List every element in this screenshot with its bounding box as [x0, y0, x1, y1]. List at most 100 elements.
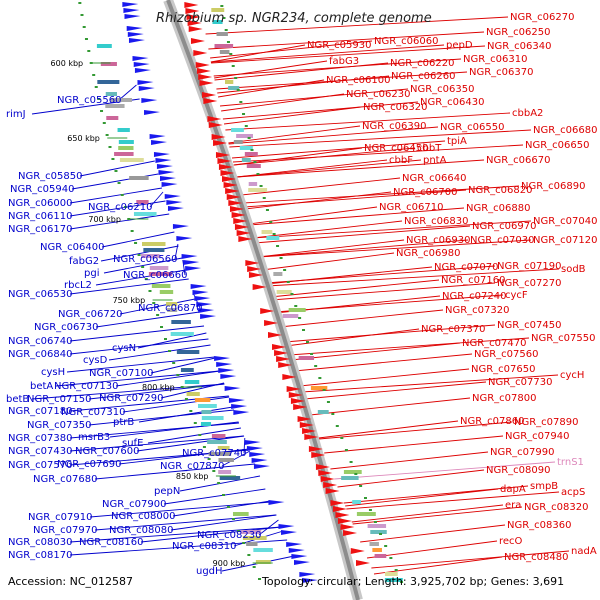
gene-label-right[interactable]: smpB — [530, 481, 558, 492]
gene-label-left[interactable]: betB — [6, 394, 29, 405]
gene-label-right[interactable]: NGR_c06930 — [406, 235, 471, 246]
gene-label-left[interactable]: NGR_c07350 — [27, 420, 92, 431]
gene-label-right[interactable]: NGR_c07370 — [421, 324, 486, 335]
gene-label-left[interactable]: rimJ — [6, 109, 26, 120]
gene-label-right[interactable]: NGR_c06270 — [510, 12, 575, 23]
gene-label-left[interactable]: NGR_c07310 — [61, 407, 126, 418]
gene-label-left[interactable]: NGR_c08080 — [109, 525, 174, 536]
gene-label-right[interactable]: NGR_c06340 — [487, 41, 552, 52]
gene-label-right[interactable]: NGR_c06450 — [364, 143, 429, 154]
gene-label-left[interactable]: NGR_c07900 — [102, 499, 167, 510]
gene-label-right[interactable]: NGR_c06250 — [486, 27, 551, 38]
gene-label-right[interactable]: NGR_c07160 — [441, 275, 506, 286]
gene-label-right[interactable]: NGR_c07120 — [533, 235, 598, 246]
gene-label-right[interactable]: fabG3 — [329, 56, 359, 67]
gene-label-left[interactable]: NGR_c06170 — [8, 224, 73, 235]
gene-label-right[interactable]: NGR_c07890 — [514, 417, 579, 428]
gene-label-left[interactable]: NGR_c07680 — [33, 474, 98, 485]
gene-label-right[interactable]: NGR_c06230 — [346, 89, 411, 100]
gene-label-right[interactable]: acpS — [561, 487, 585, 498]
gene-label-right[interactable]: NGR_c06830 — [404, 216, 469, 227]
gene-label-left[interactable]: NGR_c06740 — [8, 336, 73, 347]
gene-label-right[interactable]: NGR_c07940 — [505, 431, 570, 442]
gene-label-left[interactable]: NGR_c05940 — [10, 184, 75, 195]
gene-label-right[interactable]: NGR_c07040 — [533, 216, 598, 227]
gene-label-right[interactable]: NGR_c06710 — [379, 202, 444, 213]
gene-label-left[interactable]: rbcL2 — [64, 280, 92, 291]
gene-label-left[interactable]: fabG2 — [69, 256, 99, 267]
gene-label-right[interactable]: NGR_c06060 — [374, 36, 439, 47]
gene-label-right[interactable]: NGR_c06550 — [440, 122, 505, 133]
gene-label-right[interactable]: cycH — [560, 370, 584, 381]
gene-label-right[interactable]: NGR_c07730 — [488, 377, 553, 388]
gene-label-right[interactable]: nadA — [571, 546, 597, 557]
gene-label-right[interactable]: NGR_c07450 — [497, 320, 562, 331]
gene-label-left[interactable]: betA — [30, 381, 53, 392]
gene-label-left[interactable]: NGR_c07430 — [8, 446, 73, 457]
gene-label-right[interactable]: pepD — [446, 40, 473, 51]
gene-label-left[interactable]: NGR_c07150 — [27, 394, 92, 405]
gene-label-right[interactable]: NGR_c06320 — [363, 102, 428, 113]
gene-label-left[interactable]: NGR_c06660 — [123, 270, 188, 281]
gene-label-left[interactable]: NGR_c06730 — [34, 322, 99, 333]
gene-label-left[interactable]: NGR_c07100 — [89, 368, 154, 379]
gene-label-right[interactable]: NGR_c08480 — [504, 552, 569, 563]
gene-label-right[interactable]: NGR_c07860 — [460, 416, 525, 427]
gene-label-left[interactable]: NGR_c06560 — [113, 254, 178, 265]
gene-label-right[interactable]: NGR_c07800 — [472, 393, 537, 404]
gene-label-left[interactable]: NGR_c08230 — [197, 530, 262, 541]
gene-label-right[interactable]: NGR_c06980 — [396, 248, 461, 259]
gene-label-right[interactable]: NGR_c06820 — [468, 185, 533, 196]
gene-label-left[interactable]: NGR_c06210 — [88, 202, 153, 213]
gene-label-right[interactable]: NGR_c08320 — [524, 502, 589, 513]
gene-label-right[interactable]: era — [505, 500, 521, 511]
gene-label-left[interactable]: NGR_c05850 — [18, 171, 83, 182]
gene-label-left[interactable]: cysN — [112, 343, 136, 354]
gene-label-left[interactable]: NGR_c07690 — [57, 459, 122, 470]
gene-label-right[interactable]: NGR_c08360 — [507, 520, 572, 531]
gene-label-left[interactable]: NGR_c06400 — [40, 242, 105, 253]
gene-label-right[interactable]: NGR_c06370 — [469, 67, 534, 78]
gene-label-right[interactable]: cbbF — [389, 155, 413, 166]
gene-label-left[interactable]: NGR_c08170 — [8, 550, 73, 561]
gene-label-right[interactable]: NGR_c06100 — [326, 75, 391, 86]
gene-label-right[interactable]: NGR_c06970 — [472, 221, 537, 232]
gene-label-left[interactable]: NGR_c08000 — [111, 511, 176, 522]
gene-label-left[interactable]: NGR_c08310 — [172, 541, 237, 552]
gene-label-right[interactable]: NGR_c07550 — [531, 333, 596, 344]
gene-label-left[interactable]: NGR_c07970 — [33, 525, 98, 536]
gene-label-right[interactable]: NGR_c07470 — [462, 338, 527, 349]
gene-label-left[interactable]: NGR_c07380 — [8, 433, 73, 444]
gene-label-left[interactable]: pepN — [154, 486, 180, 497]
gene-label-right[interactable]: NGR_c06350 — [410, 84, 475, 95]
gene-label-left[interactable]: NGR_c07870 — [160, 461, 225, 472]
gene-label-left[interactable]: ugdH — [196, 566, 223, 577]
gene-label-right[interactable]: sodB — [561, 264, 586, 275]
gene-label-right[interactable]: NGR_c07240 — [442, 291, 507, 302]
gene-label-right[interactable]: NGR_c07070 — [434, 262, 499, 273]
gene-label-left[interactable]: NGR_c06720 — [58, 309, 123, 320]
gene-label-right[interactable]: NGR_c07650 — [471, 364, 536, 375]
gene-label-right[interactable]: NGR_c06700 — [393, 187, 458, 198]
gene-label-left[interactable]: NGR_c07740 — [182, 448, 247, 459]
gene-label-right[interactable]: NGR_c06670 — [486, 155, 551, 166]
gene-label-right[interactable]: NGR_c07190 — [497, 261, 562, 272]
gene-label-left[interactable]: sufE — [122, 438, 143, 449]
gene-label-right[interactable]: trnS1 — [557, 457, 584, 468]
gene-label-left[interactable]: NGR_c08030 — [8, 537, 73, 548]
gene-label-left[interactable]: NGR_c06530 — [8, 289, 73, 300]
gene-label-left[interactable]: NGR_c07600 — [75, 446, 140, 457]
gene-label-right[interactable]: recO — [499, 536, 523, 547]
gene-label-right[interactable]: cbbT — [417, 143, 442, 154]
gene-label-left[interactable]: NGR_c06840 — [8, 349, 73, 360]
gene-label-right[interactable]: NGR_c06880 — [466, 203, 531, 214]
gene-label-right[interactable]: NGR_c06680 — [533, 125, 598, 136]
gene-label-right[interactable]: cycF — [505, 290, 528, 301]
gene-label-left[interactable]: NGR_c06870 — [138, 303, 203, 314]
gene-label-right[interactable]: NGR_c07030 — [470, 235, 535, 246]
gene-label-right[interactable]: NGR_c06890 — [521, 181, 586, 192]
gene-label-left[interactable]: NGR_c06000 — [8, 198, 73, 209]
gene-label-right[interactable]: NGR_c06640 — [402, 173, 467, 184]
gene-label-right[interactable]: NGR_c07270 — [497, 278, 562, 289]
gene-label-right[interactable]: tpiA — [447, 136, 467, 147]
